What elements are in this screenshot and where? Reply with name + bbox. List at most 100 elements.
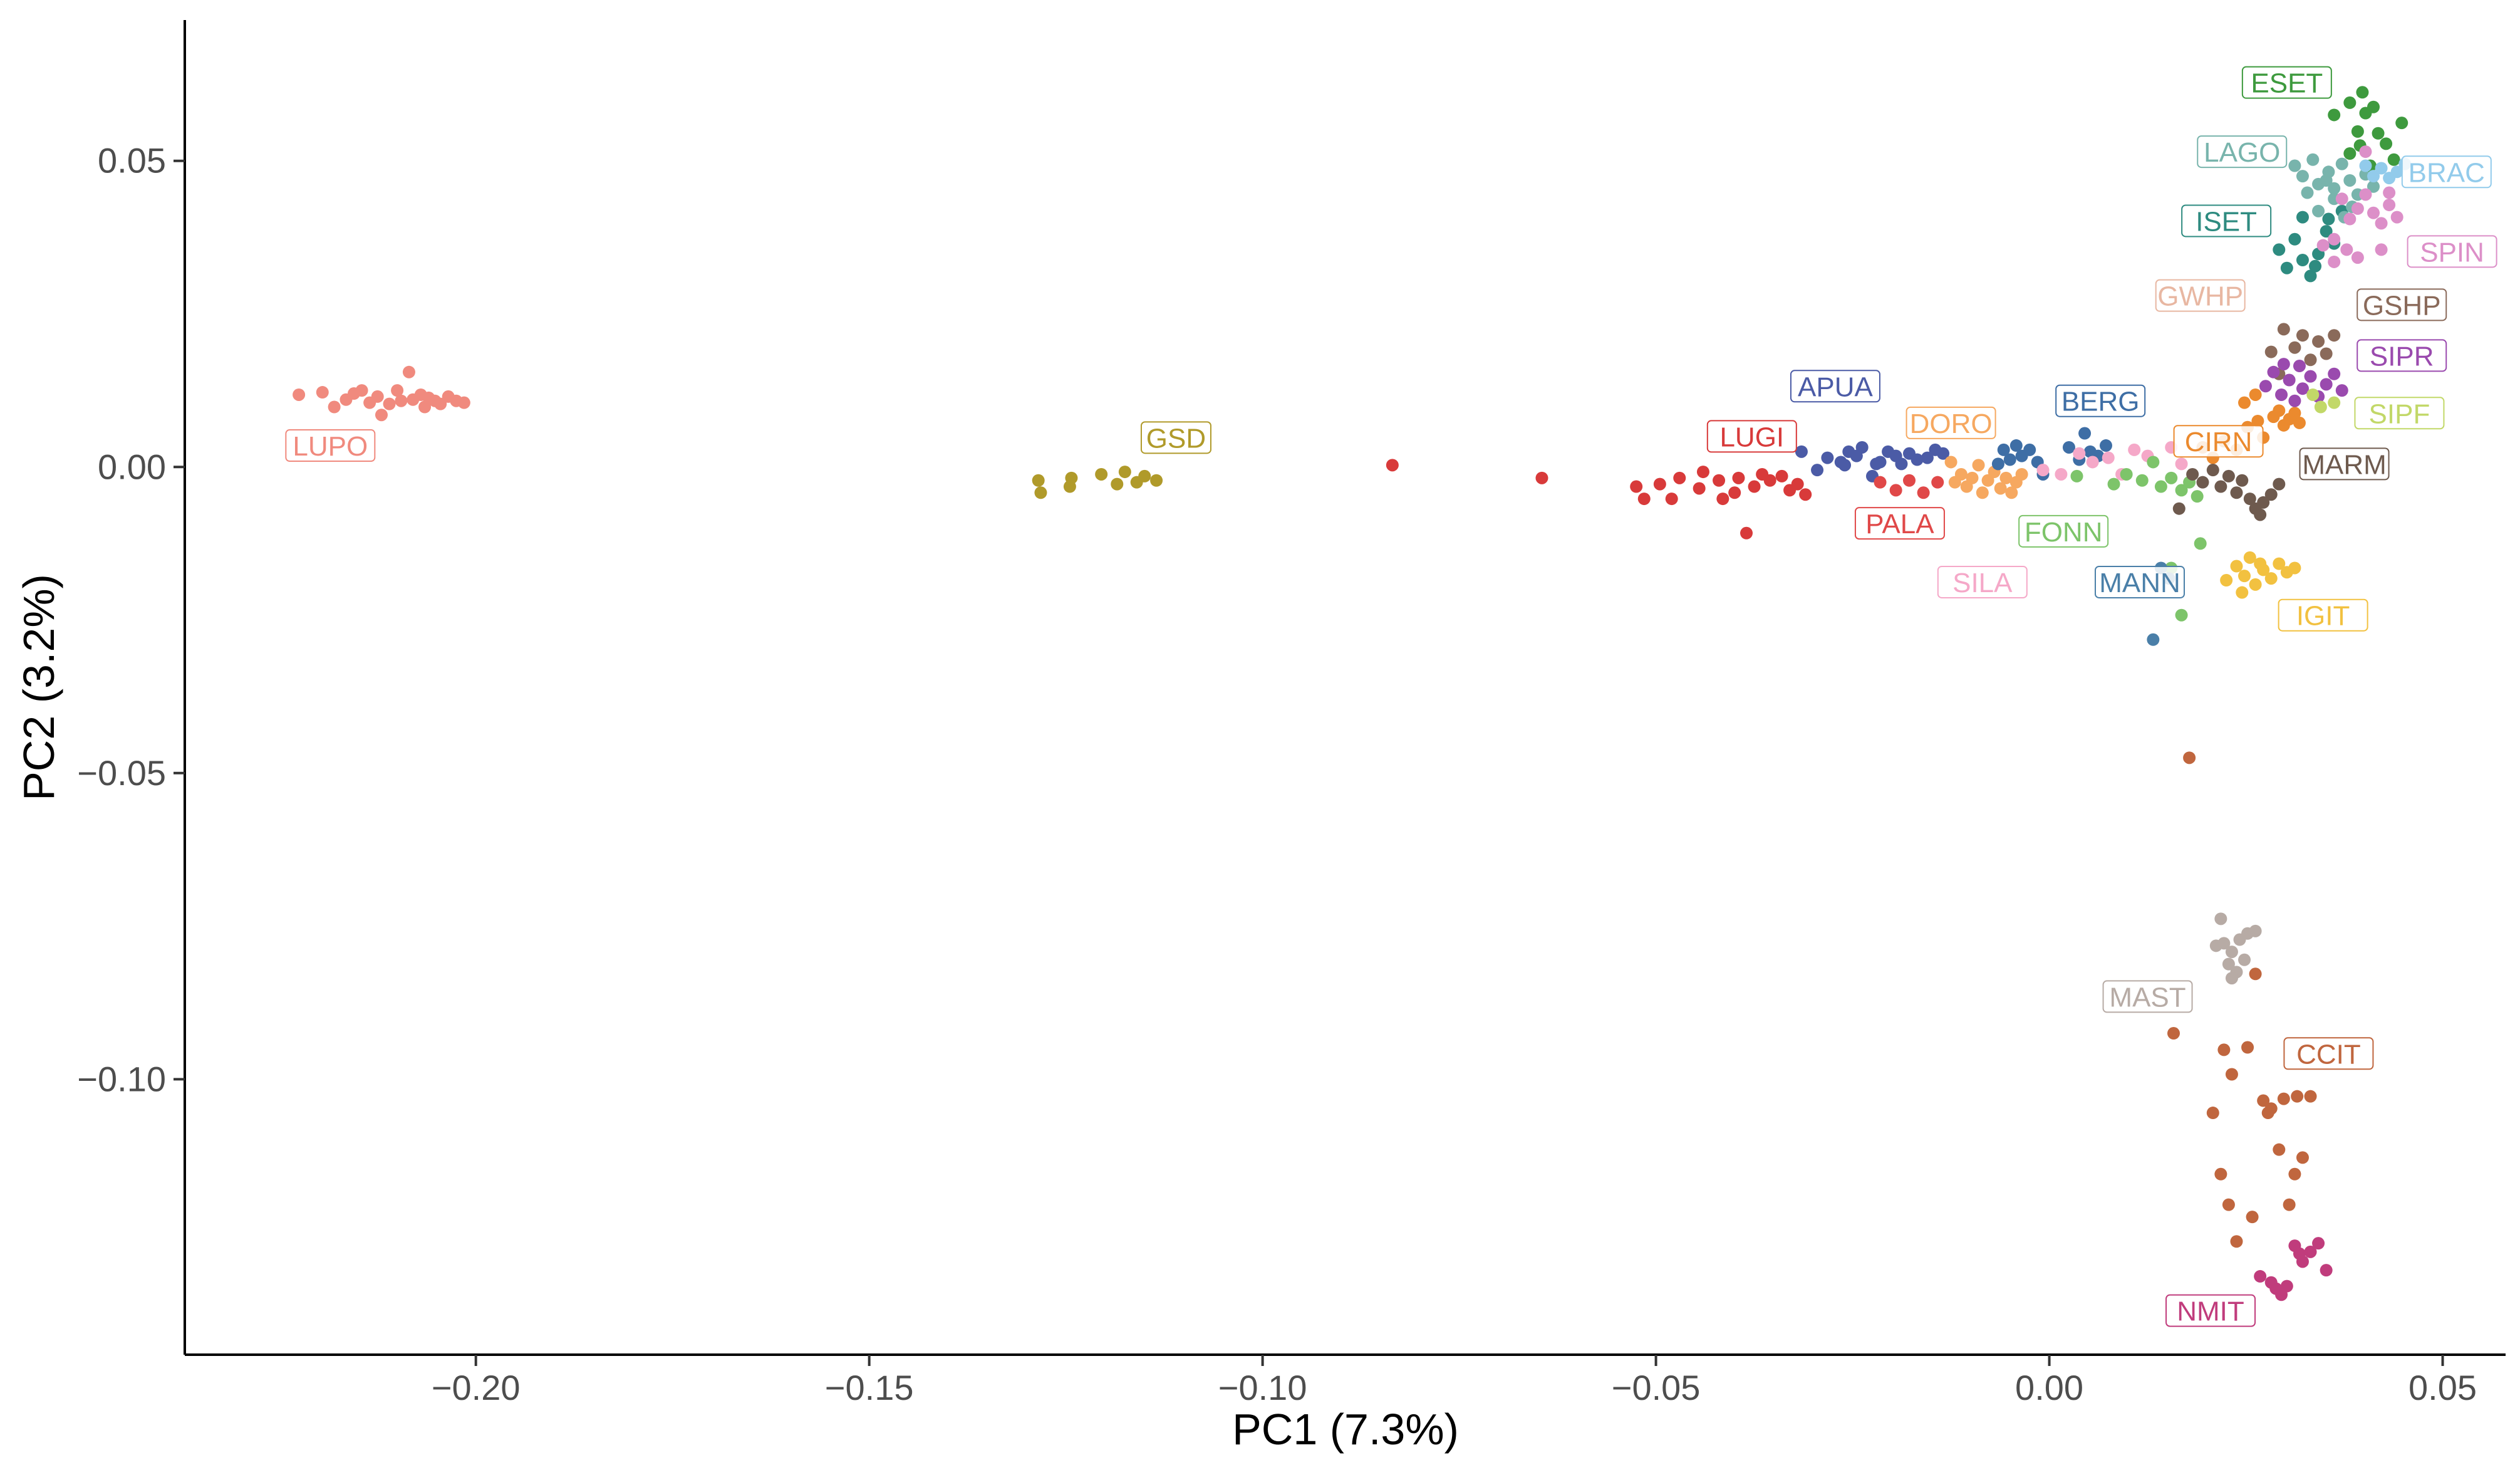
data-point <box>1138 469 1151 482</box>
group-label-lupo: LUPO <box>293 431 368 462</box>
data-point <box>1795 445 1808 458</box>
data-point <box>2335 157 2348 170</box>
data-point <box>2291 1090 2304 1103</box>
data-point <box>2165 471 2178 484</box>
series-nmit <box>2254 1237 2333 1301</box>
data-point <box>2351 251 2364 264</box>
data-point <box>1889 484 1902 497</box>
data-point <box>2275 388 2288 401</box>
group-labels: LUPO GSD LUGI APUA PALA DORO BERG SILA FONN CIRN M… <box>285 66 2497 1327</box>
x-tick-label: 0.05 <box>2409 1368 2477 1407</box>
series-pala <box>1874 474 1944 499</box>
y-tick-label: 0.00 <box>98 447 166 486</box>
series-sila <box>2036 440 2188 481</box>
data-point <box>2283 373 2296 387</box>
data-point <box>1874 476 1887 489</box>
x-ticks: −0.20 −0.15 −0.10 −0.05 0.00 0.05 <box>432 1355 2477 1407</box>
data-point <box>2340 243 2353 256</box>
x-tick-label: −0.20 <box>432 1368 521 1407</box>
data-point <box>2147 633 2160 646</box>
group-label-box <box>2407 235 2497 268</box>
data-point <box>2257 1094 2270 1107</box>
data-point <box>2243 493 2256 506</box>
data-point <box>2293 416 2306 429</box>
group-label-box <box>2357 339 2447 372</box>
x-tick-label: 0.00 <box>2015 1368 2083 1407</box>
group-label-iset: ISET <box>2196 206 2257 237</box>
data-point <box>2238 953 2251 966</box>
data-point <box>2288 561 2301 575</box>
group-label-box <box>285 429 376 462</box>
data-point <box>2372 127 2385 140</box>
data-point <box>2249 578 2262 591</box>
data-point <box>395 394 408 407</box>
data-point <box>1981 474 1994 487</box>
data-point <box>2356 86 2369 99</box>
data-point <box>2249 388 2262 401</box>
data-point <box>2214 912 2227 925</box>
data-point <box>2316 239 2330 252</box>
data-point <box>2005 486 2018 499</box>
data-point <box>2230 560 2243 573</box>
data-point <box>2296 329 2309 342</box>
data-point <box>1999 471 2013 484</box>
data-point <box>2254 557 2267 570</box>
data-point <box>2320 347 2333 360</box>
data-point <box>2222 957 2235 971</box>
group-label-box <box>2299 447 2390 481</box>
group-label-lugi: LUGI <box>1719 422 1784 452</box>
group-label-gwhp: GWHP <box>2157 281 2243 312</box>
data-point <box>2296 382 2309 395</box>
data-point <box>2375 243 2388 256</box>
data-point <box>2335 384 2348 397</box>
group-label-box <box>1140 421 1211 454</box>
data-point <box>2273 1143 2286 1156</box>
data-point <box>2251 414 2264 427</box>
data-point <box>2073 447 2086 460</box>
data-point <box>2288 232 2301 246</box>
data-point <box>2328 182 2341 195</box>
data-point <box>2015 467 2028 481</box>
data-point <box>2254 1269 2267 1283</box>
group-label-box <box>2278 598 2368 632</box>
data-point <box>2312 204 2325 217</box>
data-point <box>1150 474 1163 487</box>
series-berg <box>1991 427 2112 481</box>
group-label-box <box>2401 155 2492 189</box>
data-point <box>2359 188 2372 201</box>
group-label-cirn: CIRN <box>2185 427 2253 457</box>
group-label-berg: BERG <box>2061 387 2140 417</box>
data-point <box>2288 159 2301 172</box>
data-point <box>2343 212 2357 226</box>
data-point <box>2003 453 2016 466</box>
data-point <box>1921 451 1934 464</box>
data-point <box>2036 464 2050 477</box>
data-point <box>2293 360 2306 373</box>
data-point <box>1716 493 1729 506</box>
data-point <box>2296 254 2309 267</box>
series-iset <box>2273 204 2348 283</box>
group-label-box <box>1706 420 1797 453</box>
data-point <box>2175 484 2188 497</box>
group-label-doro: DORO <box>1910 409 1993 439</box>
data-point <box>2225 972 2238 985</box>
y-tick-label: −0.10 <box>77 1059 166 1098</box>
data-point <box>1065 471 1078 484</box>
data-point <box>2351 125 2364 138</box>
data-point <box>2380 137 2393 150</box>
data-point <box>2257 496 2270 509</box>
data-point <box>2343 147 2357 160</box>
data-point <box>1911 453 1924 466</box>
data-point <box>1740 526 1753 540</box>
data-point <box>2273 557 2286 570</box>
group-label-mann: MANN <box>2099 568 2180 598</box>
data-point <box>2273 477 2286 491</box>
data-point <box>2254 508 2267 521</box>
series-sipr <box>2259 358 2348 407</box>
data-point <box>2249 967 2262 981</box>
axes <box>184 20 2506 1356</box>
data-point <box>2206 464 2219 477</box>
y-tick-label: −0.05 <box>77 753 166 793</box>
group-label-box <box>2173 425 2264 458</box>
data-point <box>2343 96 2357 109</box>
